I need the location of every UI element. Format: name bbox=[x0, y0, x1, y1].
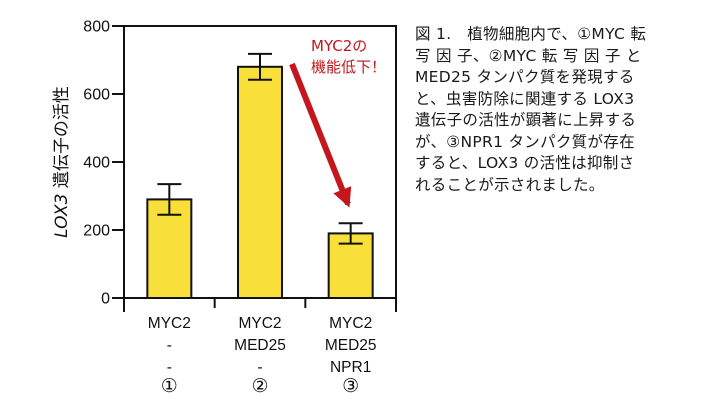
x-category-marker: ① bbox=[161, 375, 178, 397]
y-tick-label: 0 bbox=[101, 291, 110, 308]
x-category-label: MYC2 bbox=[238, 315, 281, 332]
x-category-label: - bbox=[257, 359, 262, 376]
bar-2 bbox=[237, 65, 283, 299]
x-category-label: NPR1 bbox=[330, 359, 371, 376]
y-tick-label: 200 bbox=[83, 223, 110, 240]
bar-1 bbox=[146, 198, 193, 299]
y-tick-label: 400 bbox=[83, 155, 110, 172]
caption-line: が、③NPR1 タンパク質が存在 bbox=[415, 132, 635, 151]
caption-line: 写 因 子、②MYC 転 写 因 子 と bbox=[415, 46, 642, 65]
x-category-label: MYC2 bbox=[148, 315, 191, 332]
caption-line: 図 1. 植物細胞内で、①MYC 転 bbox=[415, 25, 647, 43]
caption-line: と、虫害防除に関連する LOX3 bbox=[415, 89, 635, 108]
y-tick-label: 600 bbox=[83, 87, 110, 104]
x-category-label: MYC2 bbox=[329, 315, 372, 332]
x-category-marker: ② bbox=[251, 375, 268, 397]
x-category-label: MED25 bbox=[325, 337, 377, 354]
figure-caption: 図 1. 植物細胞内で、①MYC 転 写 因 子、②MYC 転 写 因 子 と … bbox=[415, 24, 707, 196]
annotation-arrow bbox=[289, 62, 352, 208]
annotation-text: 機能低下！ bbox=[311, 58, 386, 76]
caption-line: すると、LOX3 の活性は抑制さ bbox=[415, 154, 635, 172]
bar-chart: 0200400600800MYC2--①MYC2MED25-②MYC2MED25… bbox=[52, 19, 397, 397]
caption-line: MED25 タンパク質を発現する bbox=[415, 68, 635, 86]
caption-line: れることが示されました。 bbox=[415, 175, 605, 194]
x-category-marker: ③ bbox=[342, 375, 359, 397]
x-category-label: - bbox=[167, 359, 172, 376]
y-axis-label: LOX3 遺伝子の活性 bbox=[52, 86, 72, 238]
caption-line: 遺伝子の活性が顕著に上昇する bbox=[415, 111, 637, 129]
x-category-label: MED25 bbox=[234, 337, 286, 354]
annotation-text: MYC2の bbox=[311, 37, 367, 55]
x-category-label: - bbox=[167, 337, 172, 354]
y-tick-label: 800 bbox=[83, 19, 110, 36]
